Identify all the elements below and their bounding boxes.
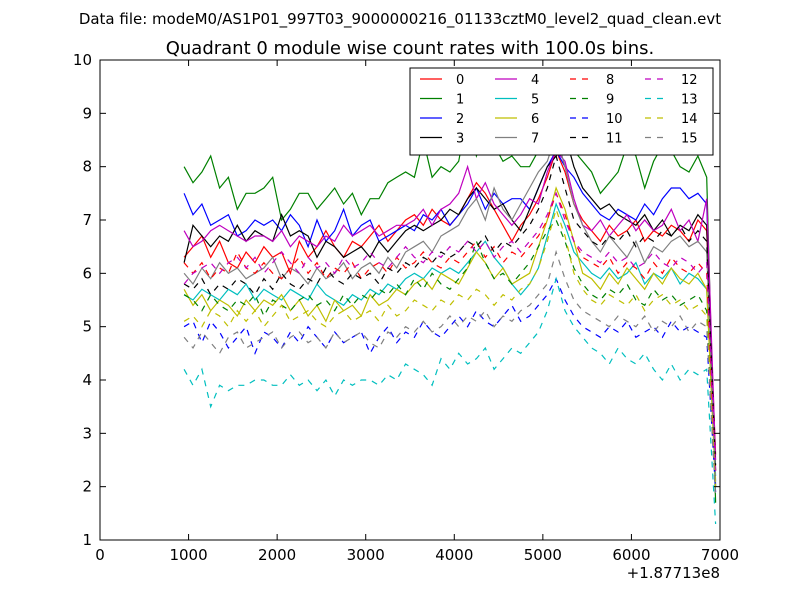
- legend-label-0: 0: [456, 73, 464, 88]
- legend-label-3: 3: [456, 132, 464, 147]
- y-tick-label: 9: [82, 104, 92, 122]
- legend-label-7: 7: [531, 132, 539, 147]
- legend-label-1: 1: [456, 93, 464, 108]
- y-tick-label: 6: [82, 264, 92, 282]
- legend-label-2: 2: [456, 112, 464, 127]
- legend-label-14: 14: [681, 112, 698, 127]
- legend-label-11: 11: [606, 132, 623, 147]
- series-line-12: [183, 191, 717, 471]
- legend-label-5: 5: [531, 93, 539, 108]
- legend-label-10: 10: [606, 112, 623, 127]
- legend-box: [409, 67, 714, 156]
- legend-label-13: 13: [681, 93, 698, 108]
- series-line-13: [183, 276, 717, 525]
- y-tick-label: 10: [73, 51, 92, 69]
- series-line-9: [183, 218, 717, 498]
- series-line-8: [183, 191, 717, 477]
- x-tick-label: 2000: [258, 546, 296, 564]
- series-line-6: [183, 186, 717, 487]
- series-line-5: [183, 202, 717, 477]
- plot-area-frame: [99, 59, 721, 541]
- x-tick-label: 6000: [612, 546, 650, 564]
- series-line-7: [183, 132, 717, 482]
- x-tick-label: 5000: [524, 546, 562, 564]
- plot-series-layer: [183, 106, 717, 525]
- y-tick-label: 3: [82, 424, 92, 442]
- legend-label-8: 8: [606, 73, 614, 88]
- x-tick-label: 3000: [347, 546, 385, 564]
- legend-label-12: 12: [681, 73, 698, 88]
- figure-suptitle: Data file: modeM0/AS1P01_997T03_90000002…: [79, 10, 721, 29]
- y-tick-label: 7: [82, 211, 92, 229]
- series-line-15: [183, 249, 717, 498]
- series-line-14: [183, 207, 717, 487]
- series-line-4: [183, 149, 717, 461]
- y-tick-label: 2: [82, 478, 92, 496]
- y-tick-label: 5: [82, 318, 92, 336]
- legend-label-4: 4: [531, 73, 539, 88]
- x-tick-label: 1000: [169, 546, 207, 564]
- x-tick-label: 4000: [435, 546, 473, 564]
- legend-label-6: 6: [531, 112, 539, 127]
- x-tick-label: 0: [95, 546, 105, 564]
- y-tick-label: 4: [82, 371, 92, 389]
- chart-title: Quadrant 0 module wise count rates with …: [166, 38, 655, 59]
- y-tick-label: 8: [82, 158, 92, 176]
- series-line-11: [183, 153, 717, 466]
- legend-label-15: 15: [681, 132, 698, 147]
- legend-label-9: 9: [606, 93, 614, 108]
- x-axis-offset-label: +1.87713e8: [627, 564, 720, 582]
- x-tick-label: 7000: [701, 546, 739, 564]
- y-tick-label: 1: [82, 531, 92, 549]
